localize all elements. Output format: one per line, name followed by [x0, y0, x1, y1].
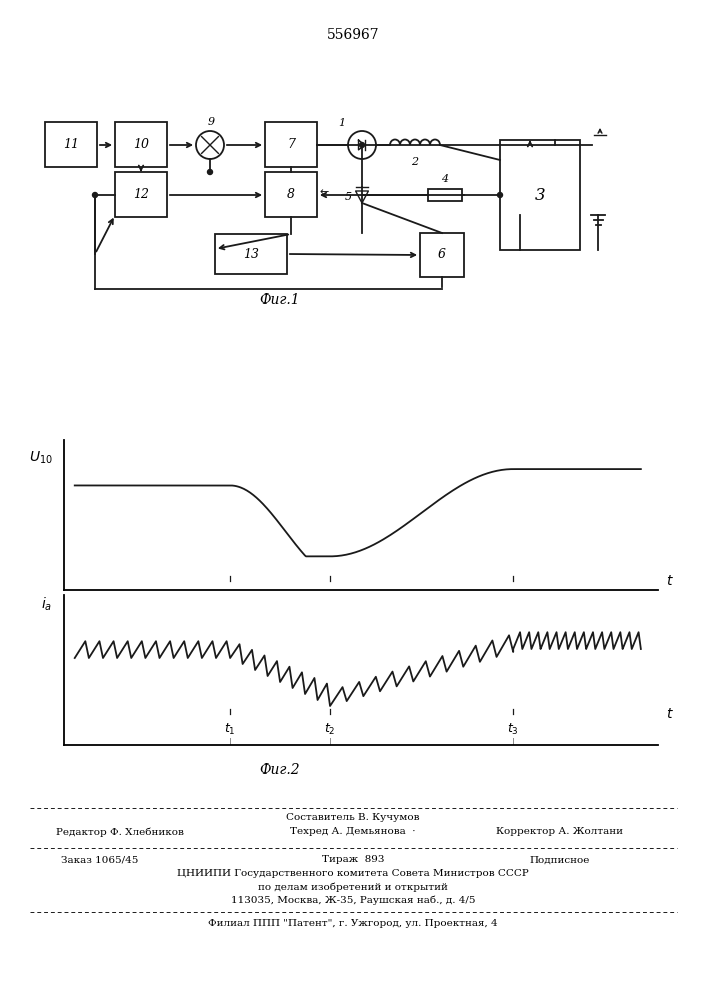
Circle shape	[207, 169, 213, 174]
Text: $t$: $t$	[666, 574, 674, 588]
Bar	[115, 122, 167, 167]
Circle shape	[93, 192, 98, 198]
Text: 12: 12	[133, 188, 149, 201]
Text: Тираж  893: Тираж 893	[322, 856, 384, 864]
Text: 8: 8	[287, 188, 295, 201]
Text: $t$: $t$	[666, 707, 674, 721]
Bar	[115, 172, 167, 217]
Circle shape	[498, 192, 503, 198]
Text: 556967: 556967	[327, 28, 380, 42]
Circle shape	[359, 142, 365, 147]
Text: 4: 4	[441, 174, 448, 184]
Text: Корректор А. Жолтани: Корректор А. Жолтани	[496, 828, 624, 836]
Text: 1: 1	[339, 118, 346, 128]
Text: 13: 13	[243, 247, 259, 260]
Text: ←: ←	[320, 187, 329, 197]
Text: 6: 6	[438, 248, 446, 261]
Text: по делам изобретений и открытий: по делам изобретений и открытий	[258, 882, 448, 892]
Text: 7: 7	[287, 138, 295, 151]
Text: $U_{10}$: $U_{10}$	[29, 450, 52, 466]
Text: 113035, Москва, Ж-35, Раушская наб., д. 4/5: 113035, Москва, Ж-35, Раушская наб., д. …	[230, 895, 475, 905]
Text: Техред А. Демьянова  ·: Техред А. Демьянова ·	[291, 828, 416, 836]
Text: Подписное: Подписное	[530, 856, 590, 864]
Bar	[45, 122, 97, 167]
Text: $t_1$: $t_1$	[224, 722, 236, 737]
Circle shape	[196, 131, 224, 159]
Bar	[215, 234, 287, 274]
Circle shape	[348, 131, 376, 159]
Text: 9: 9	[207, 117, 214, 127]
Text: Фиг.2: Фиг.2	[259, 763, 300, 777]
Text: $t_2$: $t_2$	[325, 722, 336, 737]
Bar	[428, 189, 462, 201]
Bar	[420, 233, 464, 277]
Text: 2: 2	[411, 157, 419, 167]
Bar	[500, 140, 580, 250]
Text: $i_a$: $i_a$	[41, 595, 52, 613]
Text: 3: 3	[534, 186, 545, 204]
Text: 10: 10	[133, 138, 149, 151]
Text: ЦНИИПИ Государственного комитета Совета Министров СССР: ЦНИИПИ Государственного комитета Совета …	[177, 869, 529, 879]
Text: Филиал ППП "Патент", г. Ужгород, ул. Проектная, 4: Филиал ППП "Патент", г. Ужгород, ул. Про…	[208, 920, 498, 928]
Bar	[265, 122, 317, 167]
Text: Заказ 1065/45: Заказ 1065/45	[62, 856, 139, 864]
Text: 5: 5	[344, 192, 351, 202]
Text: 11: 11	[63, 138, 79, 151]
Bar	[265, 172, 317, 217]
Text: Редактор Ф. Хлебников: Редактор Ф. Хлебников	[56, 827, 184, 837]
Text: $t_3$: $t_3$	[508, 722, 519, 737]
Text: Составитель В. Кучумов: Составитель В. Кучумов	[286, 812, 420, 822]
Text: Фиг.1: Фиг.1	[259, 293, 300, 307]
